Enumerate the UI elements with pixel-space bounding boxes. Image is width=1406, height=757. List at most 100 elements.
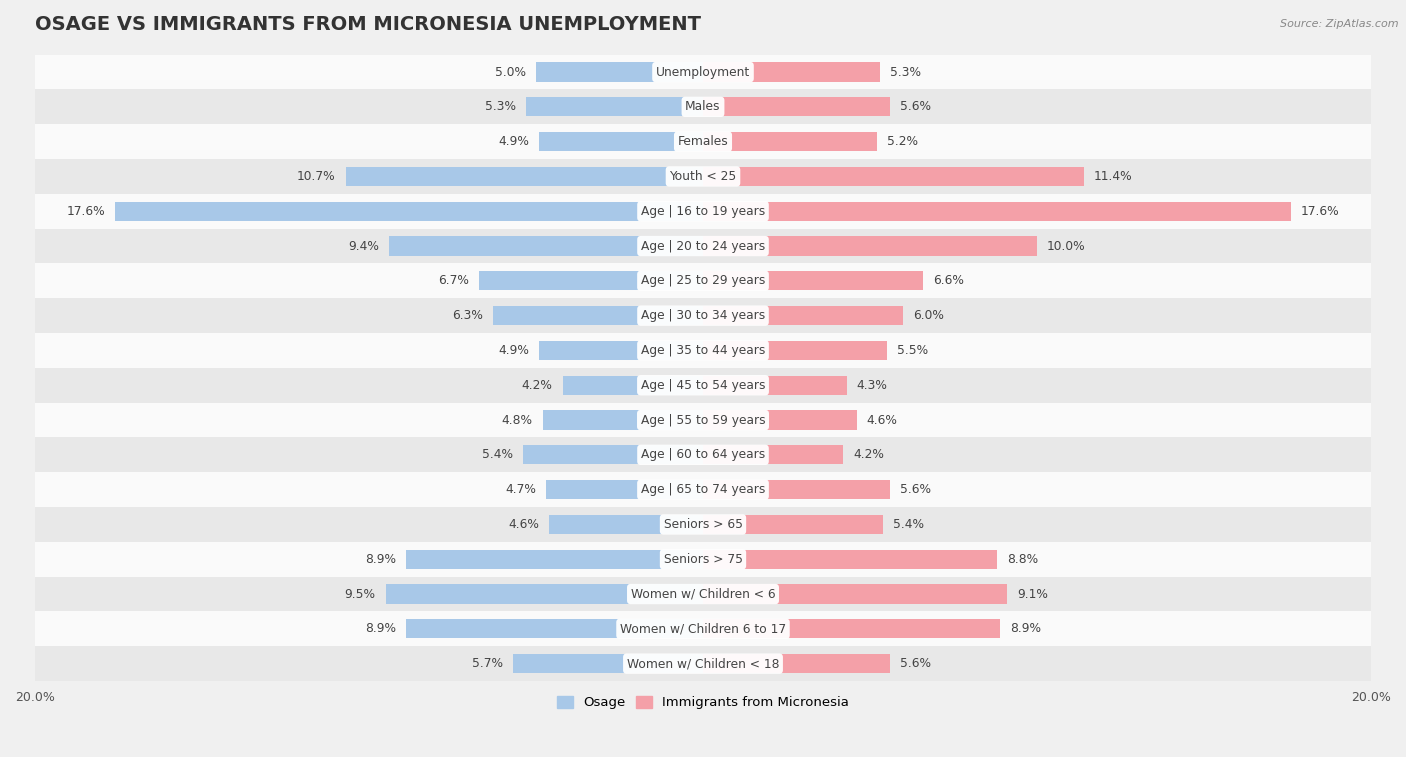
Text: 4.7%: 4.7% xyxy=(505,483,536,496)
Text: Age | 45 to 54 years: Age | 45 to 54 years xyxy=(641,378,765,392)
Text: 4.9%: 4.9% xyxy=(499,136,529,148)
Text: 10.0%: 10.0% xyxy=(1047,239,1085,253)
Bar xyxy=(703,167,1084,186)
Text: Women w/ Children < 18: Women w/ Children < 18 xyxy=(627,657,779,670)
Text: 4.2%: 4.2% xyxy=(853,448,884,461)
Text: 4.2%: 4.2% xyxy=(522,378,553,392)
Text: Seniors > 75: Seniors > 75 xyxy=(664,553,742,565)
Text: 5.3%: 5.3% xyxy=(890,66,921,79)
Text: 8.8%: 8.8% xyxy=(1007,553,1038,565)
Text: 8.9%: 8.9% xyxy=(364,622,395,635)
Text: Youth < 25: Youth < 25 xyxy=(669,170,737,183)
Bar xyxy=(703,654,890,673)
Text: Females: Females xyxy=(678,136,728,148)
Text: 17.6%: 17.6% xyxy=(1301,204,1340,218)
Text: 6.0%: 6.0% xyxy=(914,309,945,322)
Bar xyxy=(703,584,1007,603)
Text: 5.0%: 5.0% xyxy=(495,66,526,79)
Bar xyxy=(479,271,703,291)
Text: 9.4%: 9.4% xyxy=(349,239,380,253)
Bar xyxy=(35,612,1371,646)
Text: 5.6%: 5.6% xyxy=(900,657,931,670)
Bar xyxy=(35,55,1371,89)
Text: 9.5%: 9.5% xyxy=(344,587,375,600)
Bar xyxy=(35,263,1371,298)
Bar xyxy=(35,472,1371,507)
Bar xyxy=(35,298,1371,333)
Bar xyxy=(35,542,1371,577)
Bar xyxy=(703,341,887,360)
Text: 5.7%: 5.7% xyxy=(471,657,502,670)
Text: Women w/ Children 6 to 17: Women w/ Children 6 to 17 xyxy=(620,622,786,635)
Text: Age | 65 to 74 years: Age | 65 to 74 years xyxy=(641,483,765,496)
Bar xyxy=(543,410,703,430)
Bar xyxy=(562,375,703,395)
Text: 6.7%: 6.7% xyxy=(439,274,470,288)
Bar xyxy=(526,98,703,117)
Bar xyxy=(703,132,877,151)
Bar xyxy=(35,577,1371,612)
Text: 4.9%: 4.9% xyxy=(499,344,529,357)
Bar xyxy=(703,98,890,117)
Text: Age | 16 to 19 years: Age | 16 to 19 years xyxy=(641,204,765,218)
Bar xyxy=(35,403,1371,438)
Bar xyxy=(35,159,1371,194)
Text: Seniors > 65: Seniors > 65 xyxy=(664,518,742,531)
Text: 11.4%: 11.4% xyxy=(1094,170,1132,183)
Text: 5.5%: 5.5% xyxy=(897,344,928,357)
Bar xyxy=(513,654,703,673)
Bar xyxy=(35,89,1371,124)
Bar xyxy=(703,410,856,430)
Text: Age | 20 to 24 years: Age | 20 to 24 years xyxy=(641,239,765,253)
Bar xyxy=(35,646,1371,681)
Text: 6.3%: 6.3% xyxy=(451,309,482,322)
Text: Women w/ Children < 6: Women w/ Children < 6 xyxy=(631,587,775,600)
Bar xyxy=(703,375,846,395)
Bar xyxy=(703,306,904,326)
Bar xyxy=(35,507,1371,542)
Bar xyxy=(550,515,703,534)
Text: 5.6%: 5.6% xyxy=(900,101,931,114)
Text: Unemployment: Unemployment xyxy=(655,66,751,79)
Bar xyxy=(35,368,1371,403)
Legend: Osage, Immigrants from Micronesia: Osage, Immigrants from Micronesia xyxy=(551,690,855,715)
Text: 9.1%: 9.1% xyxy=(1017,587,1047,600)
Text: 4.3%: 4.3% xyxy=(856,378,887,392)
Text: Source: ZipAtlas.com: Source: ZipAtlas.com xyxy=(1281,19,1399,29)
Text: 5.6%: 5.6% xyxy=(900,483,931,496)
Text: 17.6%: 17.6% xyxy=(66,204,105,218)
Bar xyxy=(523,445,703,464)
Bar xyxy=(35,124,1371,159)
Bar xyxy=(35,438,1371,472)
Text: Age | 25 to 29 years: Age | 25 to 29 years xyxy=(641,274,765,288)
Bar xyxy=(703,515,883,534)
Bar xyxy=(35,229,1371,263)
Bar xyxy=(540,341,703,360)
Text: 5.4%: 5.4% xyxy=(482,448,513,461)
Text: 6.6%: 6.6% xyxy=(934,274,965,288)
Text: Age | 55 to 59 years: Age | 55 to 59 years xyxy=(641,413,765,426)
Text: Age | 30 to 34 years: Age | 30 to 34 years xyxy=(641,309,765,322)
Bar xyxy=(492,306,703,326)
Bar xyxy=(346,167,703,186)
Text: 5.3%: 5.3% xyxy=(485,101,516,114)
Text: Age | 60 to 64 years: Age | 60 to 64 years xyxy=(641,448,765,461)
Bar xyxy=(406,619,703,638)
Text: OSAGE VS IMMIGRANTS FROM MICRONESIA UNEMPLOYMENT: OSAGE VS IMMIGRANTS FROM MICRONESIA UNEM… xyxy=(35,15,702,34)
Bar xyxy=(35,194,1371,229)
Text: 8.9%: 8.9% xyxy=(364,553,395,565)
Bar xyxy=(536,63,703,82)
Text: 8.9%: 8.9% xyxy=(1011,622,1042,635)
Text: Males: Males xyxy=(685,101,721,114)
Text: 4.6%: 4.6% xyxy=(866,413,897,426)
Text: 10.7%: 10.7% xyxy=(297,170,336,183)
Bar xyxy=(703,445,844,464)
Bar xyxy=(703,480,890,499)
Text: 4.6%: 4.6% xyxy=(509,518,540,531)
Text: 5.2%: 5.2% xyxy=(887,136,918,148)
Bar xyxy=(703,201,1291,221)
Bar xyxy=(406,550,703,569)
Text: 5.4%: 5.4% xyxy=(893,518,924,531)
Bar xyxy=(703,236,1038,256)
Bar xyxy=(389,236,703,256)
